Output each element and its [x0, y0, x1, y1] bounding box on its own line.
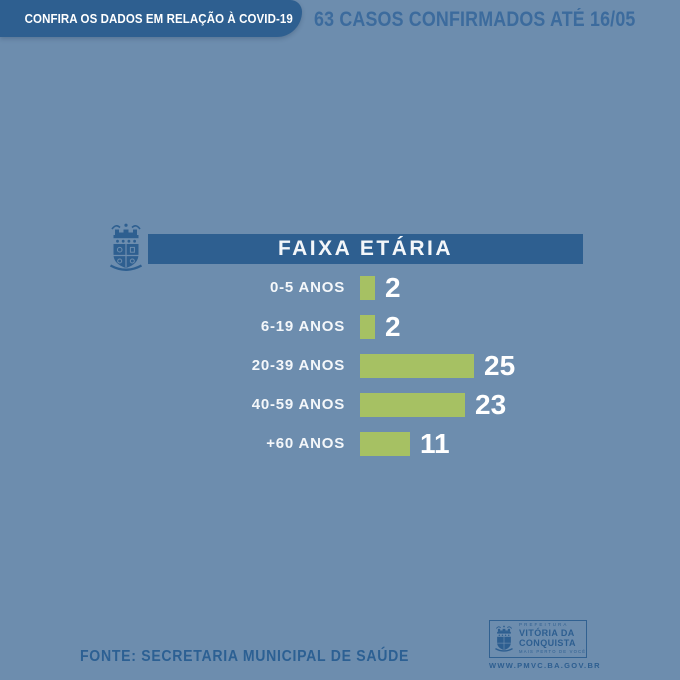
bar-row: 20-39 ANOS 25 — [105, 346, 605, 385]
bar — [360, 392, 465, 417]
bar — [360, 275, 375, 300]
bar-row: +60 ANOS 11 — [105, 424, 605, 463]
topic-badge: CONFIRA OS DADOS EM RELAÇÃO À COVID-19 — [0, 0, 302, 37]
bar-value: 2 — [385, 271, 401, 303]
logo-slogan: MAIS PERTO DE VOCÊ — [519, 649, 587, 655]
bar-value: 2 — [385, 310, 401, 342]
bar-value: 23 — [475, 388, 507, 420]
bar-value: 25 — [484, 349, 516, 381]
bar — [360, 314, 375, 339]
age-bar-chart-rows: 0-5 ANOS 2 6-19 ANOS 2 20-39 ANOS 25 40-59 ANO… — [105, 268, 605, 463]
logo-city-name-line2: CONQUISTA — [519, 637, 576, 648]
logo-city-name-line1: VITÓRIA DA — [519, 628, 575, 639]
bar-value: 11 — [420, 427, 450, 459]
city-hall-logo-box: PREFEITURA VITÓRIA DA CONQUISTA MAIS PER… — [489, 620, 587, 658]
total-cases-headline: 63 CASOS CONFIRMADOS ATÉ 16/05 — [314, 8, 636, 31]
bar-row: 6-19 ANOS 2 — [105, 307, 605, 346]
bar-category-label: 40-59 ANOS — [251, 396, 345, 413]
bar — [360, 431, 410, 456]
chart-title: FAIXA ETÁRIA — [277, 237, 454, 260]
topic-badge-label: CONFIRA OS DADOS EM RELAÇÃO À COVID-19 — [24, 11, 294, 26]
logo-prefeitura-label: PREFEITURA — [519, 622, 569, 628]
city-crest-icon — [495, 625, 513, 652]
bar-category-label: +60 ANOS — [266, 435, 345, 452]
bar-category-label: 6-19 ANOS — [260, 318, 345, 335]
data-source-label: FONTE: SECRETARIA MUNICIPAL DE SAÚDE — [80, 648, 410, 665]
logo-website-url: WWW.PMVC.BA.GOV.BR — [489, 661, 601, 670]
bar-row: 0-5 ANOS 2 — [105, 268, 605, 307]
bar — [360, 353, 474, 378]
bar-row: 40-59 ANOS 23 — [105, 385, 605, 424]
city-crest-icon — [109, 223, 143, 271]
chart-title-bar: FAIXA ETÁRIA — [148, 234, 583, 264]
city-hall-logo-text: PREFEITURA VITÓRIA DA CONQUISTA MAIS PER… — [519, 623, 586, 654]
city-hall-logo: PREFEITURA VITÓRIA DA CONQUISTA MAIS PER… — [489, 620, 601, 670]
bar-category-label: 20-39 ANOS — [251, 357, 345, 374]
bar-category-label: 0-5 ANOS — [269, 279, 345, 296]
